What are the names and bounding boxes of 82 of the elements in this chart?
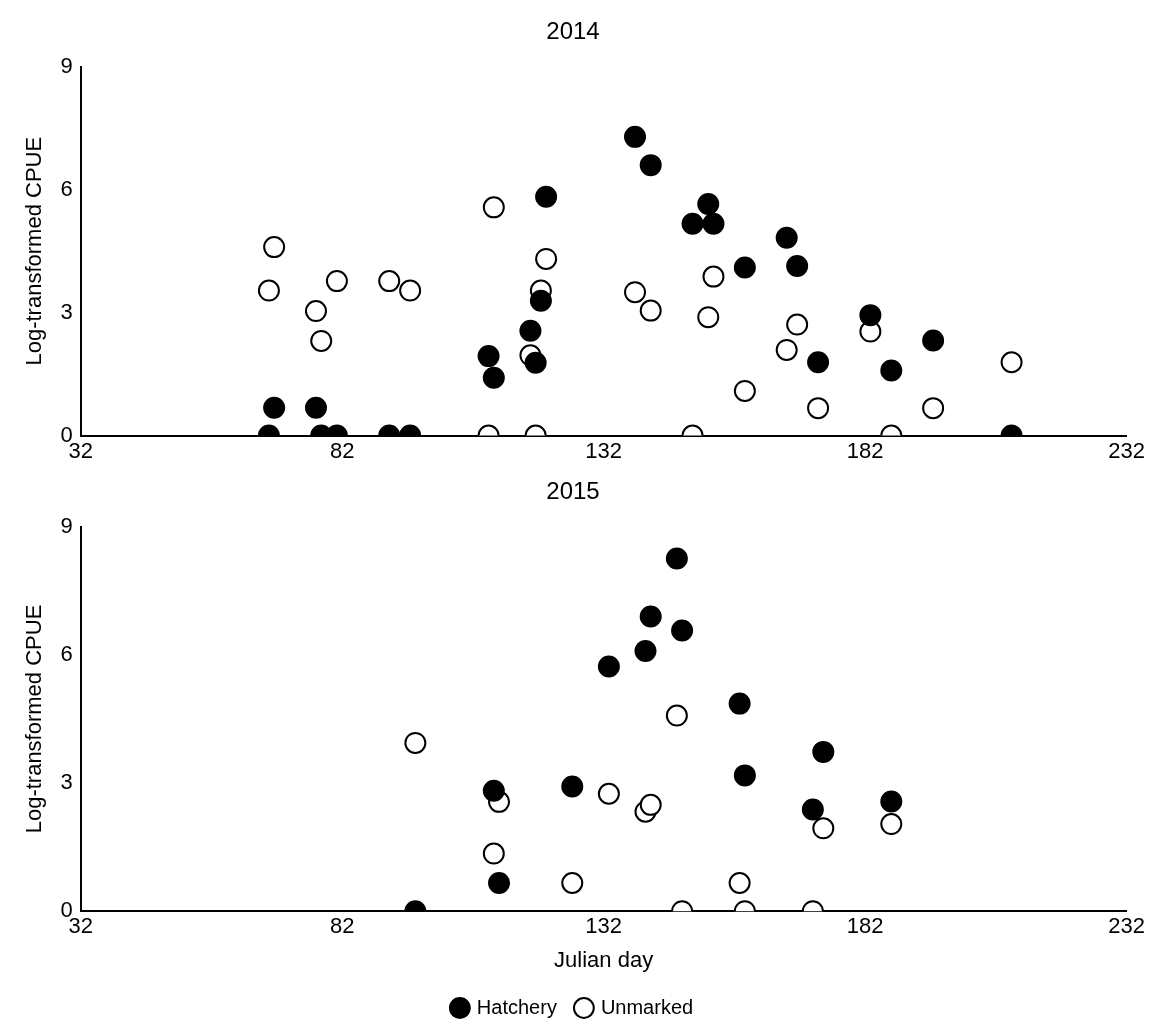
point [634, 640, 657, 663]
y-tick-label: 3 [60, 769, 73, 795]
point [304, 300, 327, 323]
point [681, 212, 704, 235]
y-axis-title: Log-transformed CPUE [21, 136, 47, 366]
point [639, 793, 662, 816]
x-tick-label: 132 [585, 913, 622, 939]
point [775, 338, 798, 361]
point [263, 396, 286, 419]
point [535, 185, 558, 208]
point [624, 125, 647, 148]
point [922, 329, 945, 352]
point [801, 798, 824, 821]
legend-label: Hatchery [476, 995, 557, 1018]
point [477, 345, 500, 368]
point [263, 236, 286, 259]
point [524, 351, 547, 374]
y-axis-title: Log-transformed CPUE [21, 604, 47, 834]
point [733, 764, 756, 787]
point [812, 817, 835, 840]
y-tick-label: 9 [60, 52, 73, 78]
point [859, 304, 882, 327]
point [775, 226, 798, 249]
point [880, 790, 903, 813]
point [807, 397, 830, 420]
point [671, 619, 694, 642]
legend-label: Unmarked [600, 995, 694, 1018]
point [639, 299, 662, 322]
y-tick-label: 6 [60, 641, 73, 666]
y-tick-label: 6 [60, 175, 73, 201]
point [257, 279, 280, 302]
x-axis-title: Julian day [554, 946, 654, 972]
point [378, 270, 401, 293]
point [728, 872, 751, 895]
point [529, 289, 552, 312]
point [1000, 351, 1023, 374]
point [697, 193, 720, 216]
chart-title: 2014 [546, 17, 600, 45]
point [728, 692, 751, 715]
point [482, 196, 505, 219]
y-tick-label: 9 [60, 512, 73, 538]
point [807, 351, 830, 374]
point [561, 775, 584, 798]
point [733, 256, 756, 279]
point [399, 279, 422, 302]
point [482, 779, 505, 802]
point [922, 397, 945, 420]
point [488, 872, 511, 895]
y-tick-label: 3 [60, 298, 73, 324]
point [482, 366, 505, 389]
x-tick-label: 82 [329, 913, 355, 939]
x-tick-label: 232 [1108, 913, 1146, 939]
point [786, 254, 809, 277]
point [812, 740, 835, 763]
point [665, 547, 688, 570]
point [702, 212, 725, 235]
x-tick-label: 82 [329, 437, 355, 463]
point [639, 154, 662, 177]
point [535, 247, 558, 270]
point [665, 704, 688, 727]
chart-title: 2015 [546, 477, 600, 505]
point [880, 813, 903, 836]
point [786, 313, 809, 336]
point [597, 655, 620, 678]
point [561, 872, 584, 895]
point [639, 605, 662, 628]
x-tick-label: 182 [846, 437, 884, 463]
point [304, 396, 327, 419]
point [325, 270, 348, 293]
point [624, 281, 647, 304]
point [880, 359, 903, 382]
x-tick-label: 182 [846, 913, 884, 939]
point [597, 782, 620, 805]
point [697, 306, 720, 329]
point [519, 319, 542, 342]
point [404, 731, 427, 754]
point [310, 329, 333, 352]
point [482, 842, 505, 865]
point [733, 379, 756, 402]
x-tick-label: 132 [585, 437, 622, 463]
x-tick-label: 232 [1108, 437, 1146, 463]
point [702, 265, 725, 288]
